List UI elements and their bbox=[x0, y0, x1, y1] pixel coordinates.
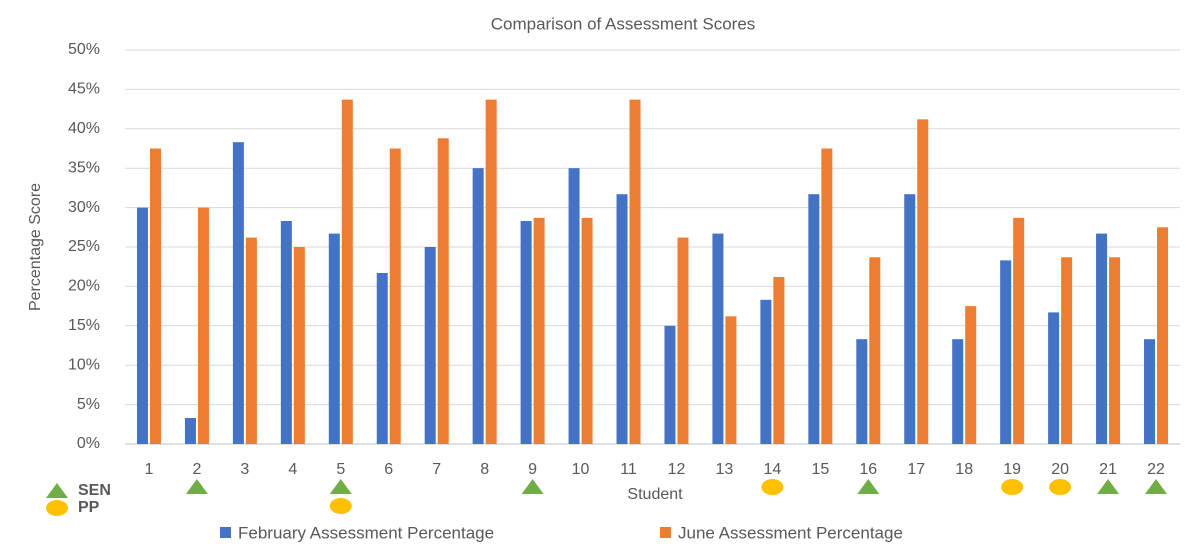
x-tick-label: 17 bbox=[907, 461, 925, 478]
y-tick-label: 35% bbox=[68, 159, 100, 176]
bar bbox=[437, 138, 449, 445]
bar bbox=[856, 339, 868, 444]
bar bbox=[149, 148, 161, 444]
x-tick-label: 2 bbox=[192, 461, 201, 478]
category-marker bbox=[329, 498, 352, 514]
bar bbox=[952, 339, 964, 444]
y-tick-label: 25% bbox=[68, 238, 100, 255]
legend-swatch bbox=[660, 527, 671, 538]
y-tick-label: 50% bbox=[68, 41, 100, 58]
bar bbox=[1061, 257, 1073, 444]
bar bbox=[1048, 312, 1060, 444]
bar bbox=[533, 217, 545, 444]
y-tick-label: 30% bbox=[68, 199, 100, 216]
category-marker bbox=[521, 479, 544, 494]
bar bbox=[629, 99, 641, 445]
bar bbox=[664, 325, 676, 444]
category-marker bbox=[185, 479, 208, 494]
bar bbox=[328, 233, 340, 444]
y-tick-label: 20% bbox=[68, 278, 100, 295]
bar bbox=[424, 247, 436, 444]
x-tick-label: 3 bbox=[240, 461, 249, 478]
bar bbox=[869, 257, 881, 444]
bar bbox=[293, 247, 305, 444]
bar bbox=[1096, 233, 1108, 444]
marker-legend-label: PP bbox=[78, 499, 100, 516]
bar bbox=[1109, 257, 1121, 444]
x-tick-label: 18 bbox=[955, 461, 973, 478]
bar bbox=[520, 220, 532, 444]
x-tick-label: 21 bbox=[1099, 461, 1117, 478]
bar bbox=[245, 237, 257, 444]
x-tick-label: 1 bbox=[145, 461, 154, 478]
bar bbox=[808, 194, 820, 444]
bar bbox=[1000, 260, 1012, 444]
x-tick-label: 15 bbox=[811, 461, 829, 478]
x-tick-label: 22 bbox=[1147, 461, 1165, 478]
marker-legend-label: SEN bbox=[78, 482, 111, 499]
bar bbox=[184, 417, 196, 444]
x-tick-label: 13 bbox=[716, 461, 734, 478]
x-tick-label: 14 bbox=[763, 461, 781, 478]
y-tick-label: 10% bbox=[68, 356, 100, 373]
bar bbox=[1157, 227, 1169, 444]
bar bbox=[280, 220, 292, 444]
y-axis-label: Percentage Score bbox=[27, 183, 44, 311]
category-marker bbox=[329, 479, 352, 494]
category-marker bbox=[1001, 479, 1024, 495]
bar bbox=[821, 148, 833, 444]
bar bbox=[568, 168, 580, 444]
marker-legend-symbol bbox=[46, 500, 68, 516]
category-marker bbox=[857, 479, 880, 494]
y-tick-label: 0% bbox=[77, 435, 100, 452]
y-tick-label: 45% bbox=[68, 81, 100, 98]
bar bbox=[581, 217, 593, 444]
bar bbox=[616, 194, 628, 444]
legend-label: June Assessment Percentage bbox=[678, 523, 903, 542]
x-tick-label: 11 bbox=[620, 461, 637, 478]
category-marker bbox=[1145, 479, 1168, 494]
bar bbox=[725, 316, 737, 444]
x-tick-label: 20 bbox=[1051, 461, 1069, 478]
bar bbox=[677, 237, 689, 444]
bar bbox=[485, 99, 497, 445]
x-tick-label: 5 bbox=[336, 461, 345, 478]
y-tick-label: 15% bbox=[68, 317, 100, 334]
x-tick-label: 9 bbox=[528, 461, 537, 478]
bar bbox=[1144, 339, 1156, 444]
bar bbox=[389, 148, 401, 444]
chart-title: Comparison of Assessment Scores bbox=[491, 14, 756, 33]
bar bbox=[197, 207, 209, 444]
bar bbox=[917, 119, 929, 445]
legend-label: February Assessment Percentage bbox=[238, 523, 494, 542]
x-tick-label: 4 bbox=[288, 461, 297, 478]
x-axis-label: Student bbox=[627, 486, 683, 503]
x-tick-label: 6 bbox=[384, 461, 393, 478]
bar bbox=[341, 99, 353, 445]
bar bbox=[376, 273, 388, 444]
bar bbox=[472, 168, 484, 444]
x-tick-label: 7 bbox=[432, 461, 441, 478]
x-tick-label: 12 bbox=[668, 461, 686, 478]
bar bbox=[232, 142, 244, 445]
bar bbox=[773, 276, 785, 444]
legend-swatch bbox=[220, 527, 231, 538]
bar bbox=[965, 306, 977, 444]
y-tick-label: 40% bbox=[68, 120, 100, 137]
x-tick-label: 16 bbox=[859, 461, 877, 478]
marker-legend-symbol bbox=[46, 483, 68, 498]
x-tick-label: 10 bbox=[572, 461, 590, 478]
category-marker bbox=[1097, 479, 1120, 494]
bar bbox=[904, 194, 916, 444]
bar bbox=[1013, 217, 1025, 444]
category-marker bbox=[761, 479, 784, 495]
bar bbox=[760, 299, 772, 444]
y-tick-label: 5% bbox=[77, 396, 100, 413]
x-tick-label: 8 bbox=[480, 461, 489, 478]
x-tick-label: 19 bbox=[1003, 461, 1021, 478]
category-marker bbox=[1049, 479, 1072, 495]
bar bbox=[712, 233, 724, 444]
bar bbox=[136, 207, 148, 444]
